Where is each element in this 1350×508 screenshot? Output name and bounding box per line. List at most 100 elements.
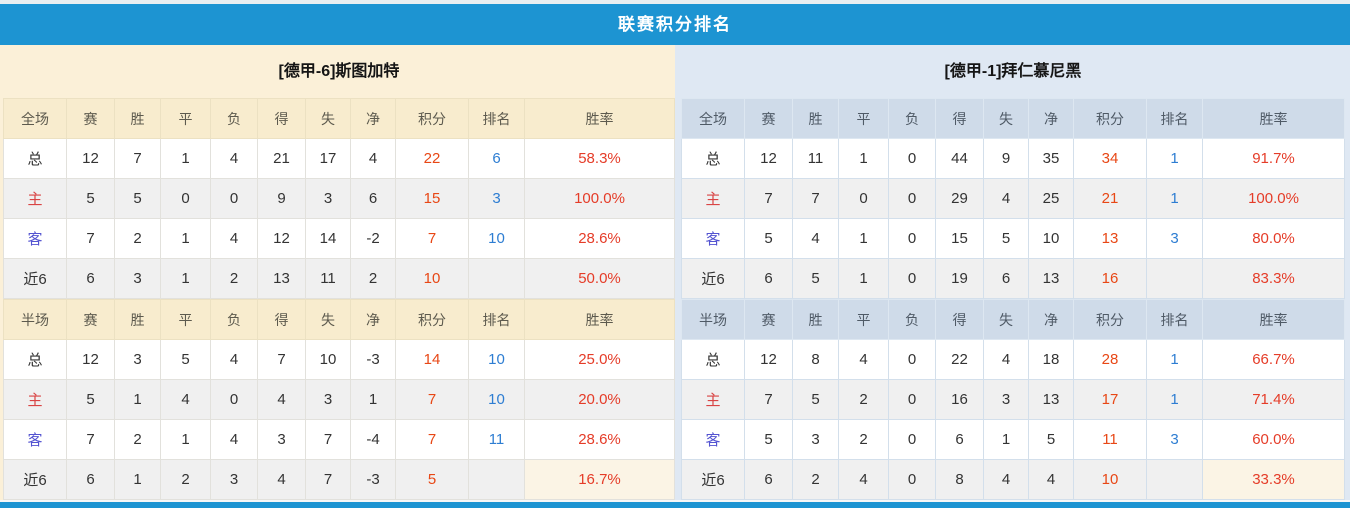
- stat-cell: 7: [114, 138, 161, 179]
- stat-cell: 3: [257, 419, 306, 460]
- stat-cell: 4: [838, 339, 889, 380]
- row-label: 客: [3, 419, 67, 460]
- row-label: 近6: [681, 258, 745, 299]
- stat-cell: 2: [160, 459, 211, 500]
- stat-cell: 1: [983, 419, 1029, 460]
- row-label: 近6: [681, 459, 745, 500]
- stat-cell: 2: [210, 258, 258, 299]
- stat-cell: -2: [350, 218, 396, 259]
- column-header: 负: [210, 98, 258, 139]
- rank-cell: 3: [1146, 218, 1203, 259]
- column-header: 排名: [468, 98, 525, 139]
- column-header: 排名: [1146, 98, 1203, 139]
- points-cell: 5: [395, 459, 469, 500]
- stat-cell: 3: [114, 258, 161, 299]
- stats-row: 近6 6 1 2 3 4 7 -3 5 16.7%: [3, 459, 675, 500]
- stat-cell: 2: [838, 419, 889, 460]
- page-title: 联赛积分排名: [0, 4, 1350, 45]
- column-header: 净: [350, 98, 396, 139]
- column-header: 赛: [66, 98, 115, 139]
- stat-cell: 0: [888, 138, 936, 179]
- stat-cell: 0: [888, 218, 936, 259]
- column-header: 得: [257, 98, 306, 139]
- stat-cell: 6: [983, 258, 1029, 299]
- stat-cell: 5: [792, 258, 839, 299]
- stat-cell: 4: [160, 379, 211, 420]
- stats-row: 总 12 8 4 0 22 4 18 28 1 66.7%: [681, 339, 1345, 380]
- points-cell: 10: [395, 258, 469, 299]
- stats-row: 主 5 1 4 0 4 3 1 7 10 20.0%: [3, 379, 675, 420]
- stat-cell: 11: [305, 258, 351, 299]
- stat-cell: 4: [210, 419, 258, 460]
- column-header: 胜率: [1202, 98, 1345, 139]
- column-header: 得: [935, 299, 984, 340]
- stat-cell: 5: [744, 419, 793, 460]
- stats-row: 客 7 2 1 4 3 7 -4 7 11 28.6%: [3, 419, 675, 460]
- stat-cell: 10: [305, 339, 351, 380]
- stat-cell: 0: [888, 379, 936, 420]
- stats-row: 主 7 5 2 0 16 3 13 17 1 71.4%: [681, 379, 1345, 420]
- stat-cell: 4: [210, 138, 258, 179]
- column-header: 积分: [395, 98, 469, 139]
- row-label: 主: [681, 379, 745, 420]
- stat-cell: 7: [744, 178, 793, 219]
- column-header: 积分: [1073, 299, 1147, 340]
- points-cell: 28: [1073, 339, 1147, 380]
- column-header: 失: [305, 299, 351, 340]
- stat-cell: 7: [305, 419, 351, 460]
- column-header: 平: [838, 98, 889, 139]
- team-panel-right: [德甲-1]拜仁慕尼黑 全场赛胜平负得失净积分 排名 胜率总 12 11 1 0 44 9 35 3…: [675, 45, 1350, 500]
- rank-cell: 10: [468, 218, 525, 259]
- stat-cell: 0: [888, 459, 936, 500]
- stat-cell: 0: [888, 419, 936, 460]
- stat-cell: 5: [66, 178, 115, 219]
- stats-row: 主 5 5 0 0 9 3 6 15 3 100.0%: [3, 178, 675, 219]
- stat-cell: 6: [350, 178, 396, 219]
- stat-cell: 5: [160, 339, 211, 380]
- row-label: 近6: [3, 258, 67, 299]
- stat-cell: 9: [983, 138, 1029, 179]
- rank-cell: 1: [1146, 178, 1203, 219]
- stat-cell: 3: [983, 379, 1029, 420]
- stat-cell: 3: [792, 419, 839, 460]
- stat-cell: 7: [257, 339, 306, 380]
- stat-cell: 7: [792, 178, 839, 219]
- stat-cell: 12: [66, 339, 115, 380]
- page-top-strip: [0, 0, 1350, 4]
- half-match-table-right: 半场赛胜平负得失净积分 排名 胜率总 12 8 4 0 22 4 18 28 1 66.7% 主 7 5 2 0 1…: [681, 299, 1345, 500]
- column-header: 排名: [1146, 299, 1203, 340]
- column-header: 失: [983, 98, 1029, 139]
- stat-cell: 1: [160, 419, 211, 460]
- column-header: 排名: [468, 299, 525, 340]
- stat-cell: 4: [257, 379, 306, 420]
- row-label: 总: [681, 339, 745, 380]
- stat-cell: 4: [210, 339, 258, 380]
- row-label: 总: [681, 138, 745, 179]
- stat-cell: 9: [257, 178, 306, 219]
- stat-cell: 12: [66, 138, 115, 179]
- stat-cell: 7: [744, 379, 793, 420]
- stat-cell: 0: [888, 339, 936, 380]
- stat-cell: 5: [114, 178, 161, 219]
- stats-header-row: 全场赛胜平负得失净积分 排名 胜率: [681, 98, 1345, 139]
- stat-cell: 7: [66, 218, 115, 259]
- stats-header-row: 全场赛胜平负得失净积分 排名 胜率: [3, 98, 675, 139]
- column-header: 失: [305, 98, 351, 139]
- row-label: 主: [3, 178, 67, 219]
- rank-cell: [1146, 258, 1203, 299]
- column-header: 负: [888, 299, 936, 340]
- stat-cell: 3: [210, 459, 258, 500]
- stats-row: 近6 6 5 1 0 19 6 13 16 83.3%: [681, 258, 1345, 299]
- stat-cell: 12: [744, 339, 793, 380]
- points-cell: 34: [1073, 138, 1147, 179]
- win-rate-cell: 33.3%: [1202, 459, 1345, 500]
- section-label: 半场: [3, 299, 67, 340]
- stat-cell: 4: [210, 218, 258, 259]
- stat-cell: 3: [114, 339, 161, 380]
- stat-cell: 0: [210, 178, 258, 219]
- stat-cell: 2: [114, 218, 161, 259]
- stat-cell: 4: [1028, 459, 1074, 500]
- stat-cell: 4: [350, 138, 396, 179]
- stat-cell: 2: [114, 419, 161, 460]
- stat-cell: 1: [838, 138, 889, 179]
